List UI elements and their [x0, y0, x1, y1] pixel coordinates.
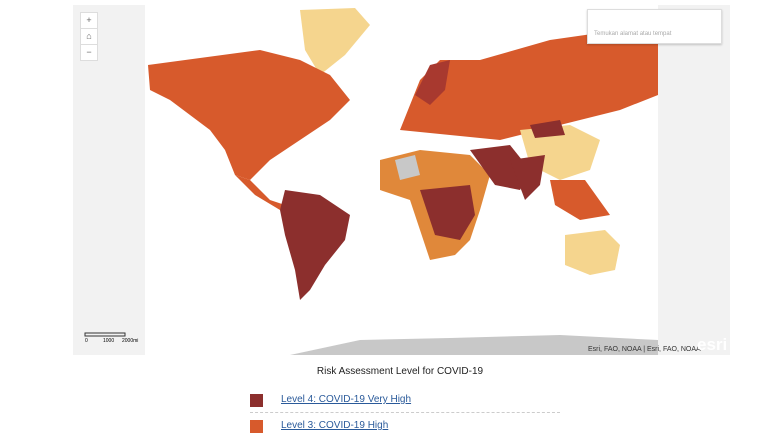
greenland — [300, 8, 370, 75]
scandinavia — [415, 60, 450, 105]
south-america — [280, 190, 350, 300]
central-africa — [420, 185, 475, 240]
legend-link[interactable]: Level 4: COVID-19 Very High — [281, 394, 412, 405]
scale-bar — [84, 332, 126, 337]
legend-title: Risk Assessment Level for COVID-19 — [316, 366, 484, 377]
separator — [250, 412, 560, 413]
zoom-out[interactable]: − — [80, 44, 98, 61]
middle-east — [470, 145, 530, 190]
mongolia — [530, 120, 565, 138]
legend-swatch — [250, 420, 263, 433]
north-america — [148, 50, 350, 180]
eurasia — [400, 30, 658, 140]
attribution: Esri, FAO, NOAA | Esri, FAO, NOAA — [588, 346, 701, 353]
scale-label: 1000 — [103, 338, 114, 344]
scale-label: 0 — [85, 338, 88, 344]
antarctica — [290, 335, 658, 355]
search-placeholder: Temukan alamat atau tempat — [594, 31, 672, 37]
legend-swatch — [250, 394, 263, 407]
india — [510, 155, 545, 200]
map: 0 1000 2000mi — [73, 5, 730, 355]
legend-link[interactable]: Level 3: COVID-19 High — [281, 420, 389, 431]
logo: esri — [697, 335, 728, 354]
home[interactable]: ⌂ — [80, 28, 98, 45]
scale-label: 2000mi — [122, 338, 138, 344]
central-america — [235, 175, 285, 210]
zoom-in[interactable]: + — [80, 12, 98, 29]
australia — [565, 230, 620, 275]
southeast-asia — [550, 180, 610, 220]
search-box[interactable]: Temukan alamat atau tempat — [587, 9, 722, 44]
no-data — [395, 155, 420, 180]
